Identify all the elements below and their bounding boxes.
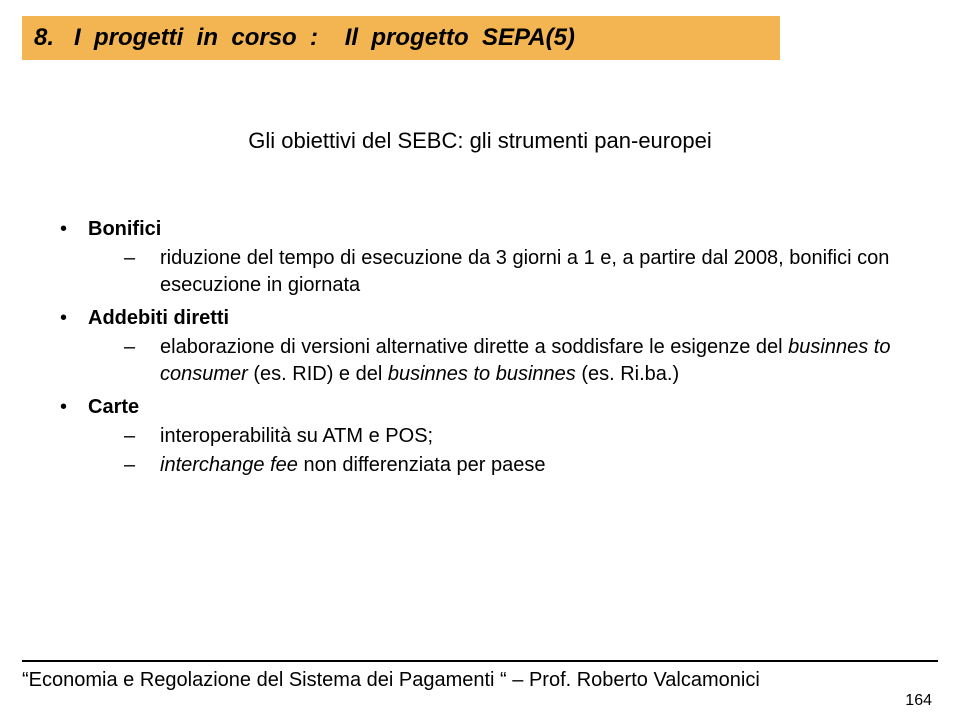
- bullet-addebiti: • Addebiti diretti – elaborazione di ver…: [60, 305, 900, 388]
- sub-bullet: – riduzione del tempo di esecuzione da 3…: [60, 245, 900, 299]
- bullet-label: Bonifici: [88, 216, 161, 243]
- footer-rule: [22, 660, 938, 662]
- content-area: • Bonifici – riduzione del tempo di esec…: [60, 216, 900, 485]
- slide-subtitle: Gli obiettivi del SEBC: gli strumenti pa…: [0, 128, 960, 154]
- bullet-dot-icon: •: [60, 394, 88, 421]
- slide-title: 8. I progetti in corso : Il progetto SEP…: [34, 24, 575, 52]
- bullet-bonifici: • Bonifici – riduzione del tempo di esec…: [60, 216, 900, 299]
- bullet-carte: • Carte – interoperabilità su ATM e POS;…: [60, 394, 900, 479]
- sub-bullet: – elaborazione di versioni alternative d…: [60, 334, 900, 388]
- sub-bullet-text: interchange fee non differenziata per pa…: [160, 452, 900, 479]
- page-number: 164: [905, 692, 932, 710]
- title-bar: 8. I progetti in corso : Il progetto SEP…: [22, 16, 780, 60]
- sub-bullet: – interoperabilità su ATM e POS;: [60, 423, 900, 450]
- dash-icon: –: [124, 423, 160, 450]
- bullet-dot-icon: •: [60, 216, 88, 243]
- sub-bullet-text: riduzione del tempo di esecuzione da 3 g…: [160, 245, 900, 299]
- sub-bullet: – interchange fee non differenziata per …: [60, 452, 900, 479]
- bullet-label: Addebiti diretti: [88, 305, 229, 332]
- dash-icon: –: [124, 334, 160, 361]
- dash-icon: –: [124, 452, 160, 479]
- bullet-label: Carte: [88, 394, 139, 421]
- sub-bullet-text: elaborazione di versioni alternative dir…: [160, 334, 900, 388]
- bullet-dot-icon: •: [60, 305, 88, 332]
- footer-text: “Economia e Regolazione del Sistema dei …: [22, 669, 760, 692]
- slide: 8. I progetti in corso : Il progetto SEP…: [0, 0, 960, 720]
- sub-bullet-text: interoperabilità su ATM e POS;: [160, 423, 900, 450]
- dash-icon: –: [124, 245, 160, 272]
